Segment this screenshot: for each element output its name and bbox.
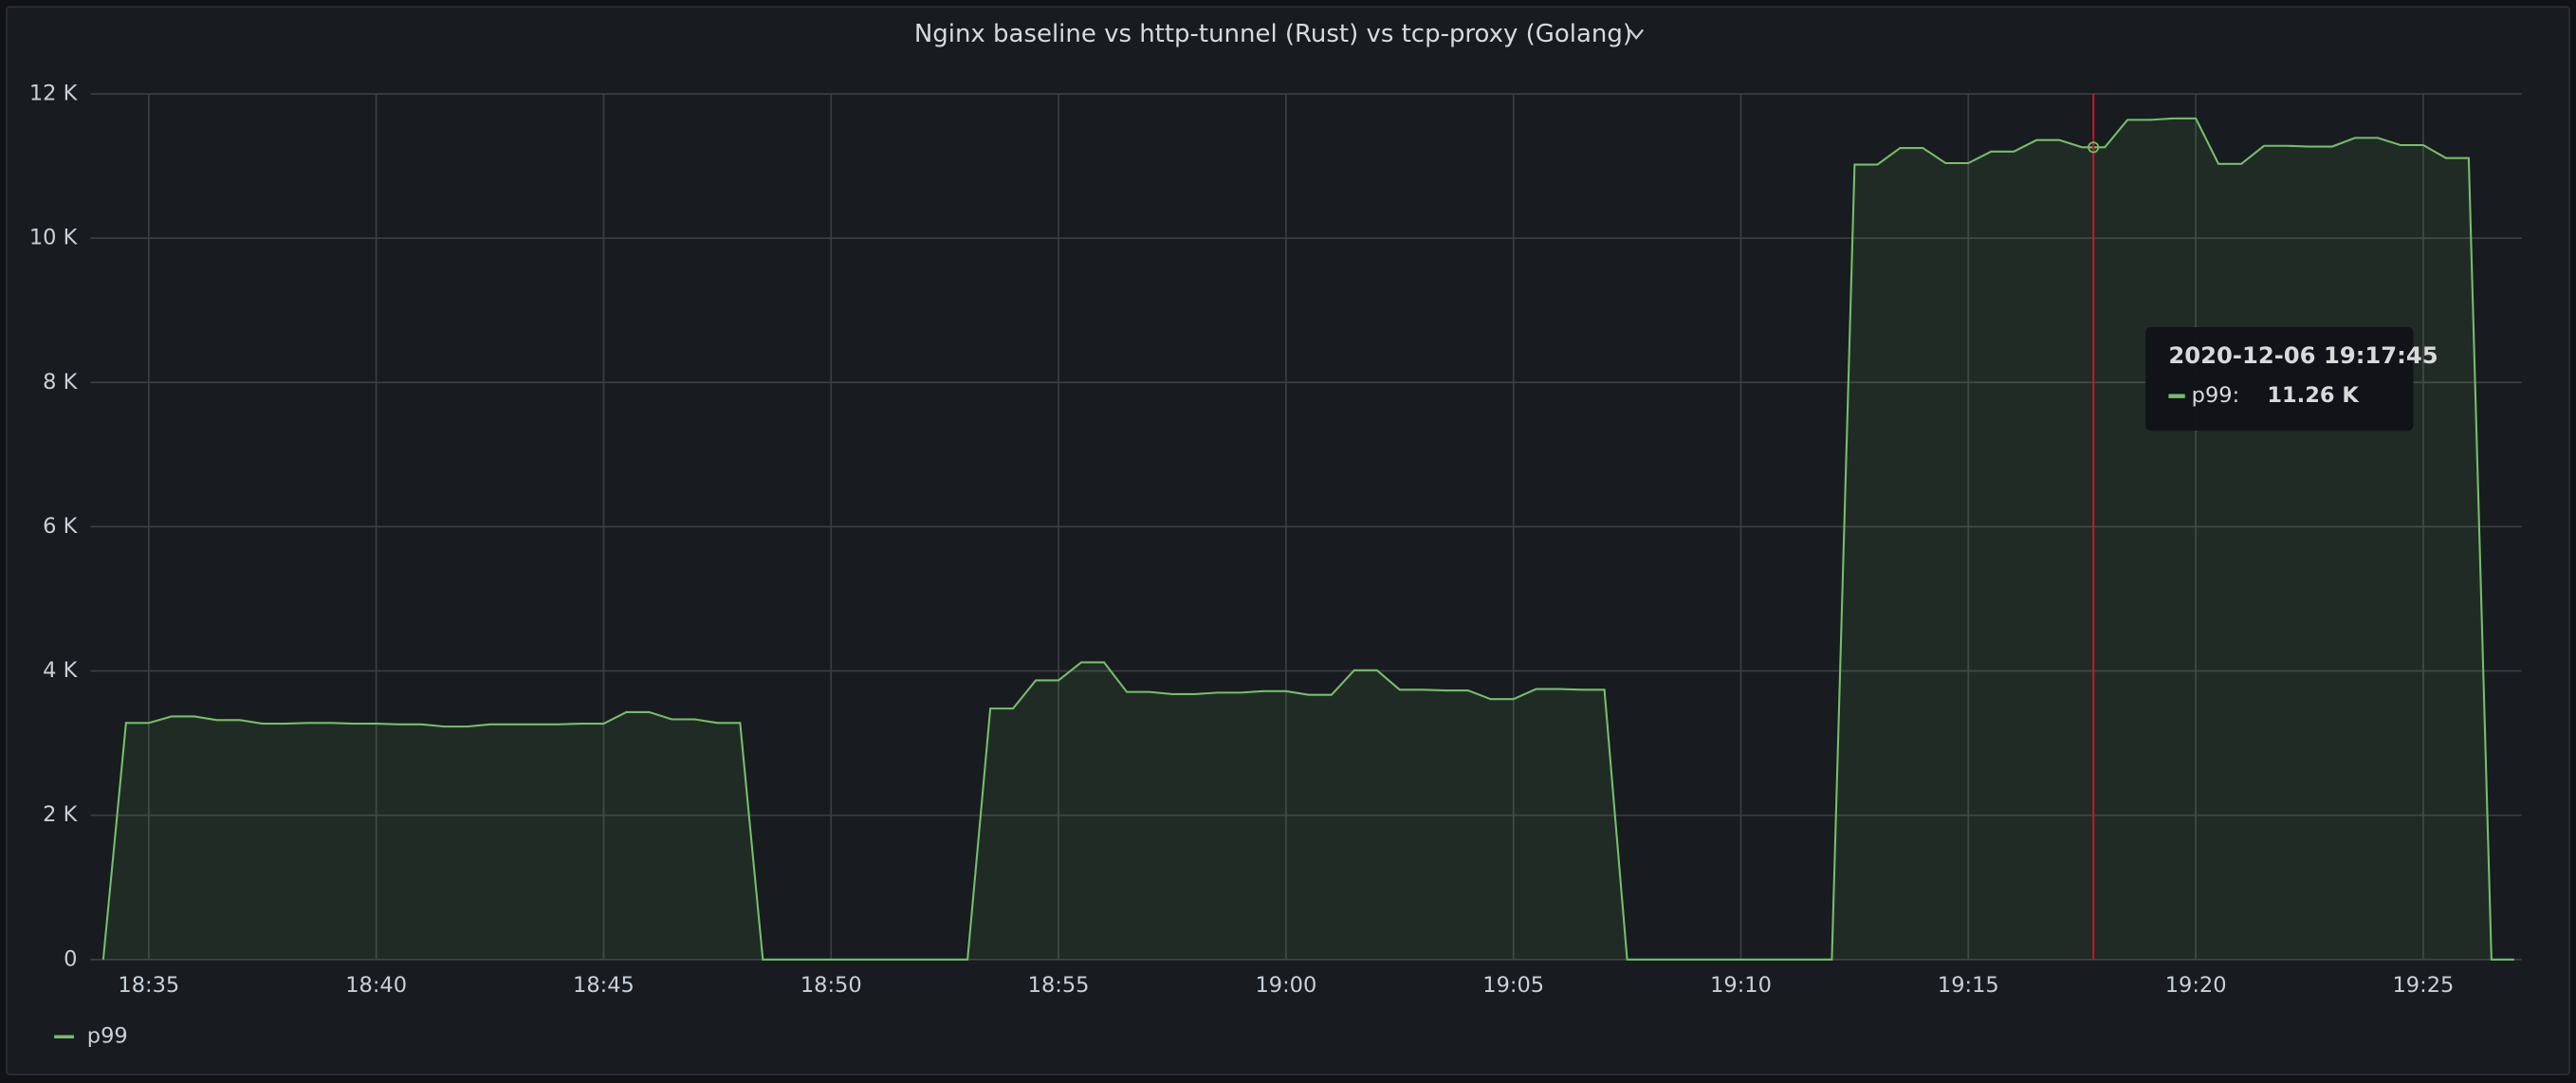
- tooltip-time: 2020-12-06 19:17:45: [2168, 341, 2438, 369]
- x-tick-label: 19:25: [2392, 973, 2454, 998]
- y-tick-label: 2 K: [43, 802, 78, 827]
- y-tick-label: 6 K: [43, 514, 78, 539]
- x-tick-label: 19:05: [1482, 973, 1544, 998]
- y-tick-label: 4 K: [43, 658, 78, 683]
- x-tick-label: 18:35: [118, 973, 179, 998]
- title-chevron[interactable]: [1628, 28, 1645, 40]
- x-tick-label: 18:50: [800, 973, 862, 998]
- tooltip-value: 11.26 K: [2267, 383, 2360, 408]
- x-tick-label: 19:20: [2165, 973, 2227, 998]
- y-tick-label: 12 K: [29, 81, 79, 105]
- hover-point: [2088, 141, 2100, 154]
- panel: [6, 6, 2570, 1075]
- legend-label: p99: [87, 1024, 128, 1049]
- series-line: [101, 117, 2514, 961]
- x-tick-label: 19:00: [1255, 973, 1316, 998]
- x-tick-label: 18:55: [1028, 973, 1090, 998]
- y-tick-label: 10 K: [29, 226, 79, 250]
- x-tick-label: 19:15: [1938, 973, 1999, 998]
- x-tick-label: 19:10: [1710, 973, 1772, 998]
- x-tick-label: 18:40: [345, 973, 407, 998]
- tooltip-series: p99:: [2192, 383, 2240, 408]
- tooltip-box: [2145, 326, 2414, 431]
- chart-title[interactable]: Nginx baseline vs http-tunnel (Rust) vs …: [914, 20, 1632, 48]
- series-area: [102, 118, 2514, 960]
- x-tick-label: 18:45: [573, 973, 635, 998]
- y-tick-label: 8 K: [43, 370, 78, 395]
- y-tick-label: 0: [64, 946, 77, 971]
